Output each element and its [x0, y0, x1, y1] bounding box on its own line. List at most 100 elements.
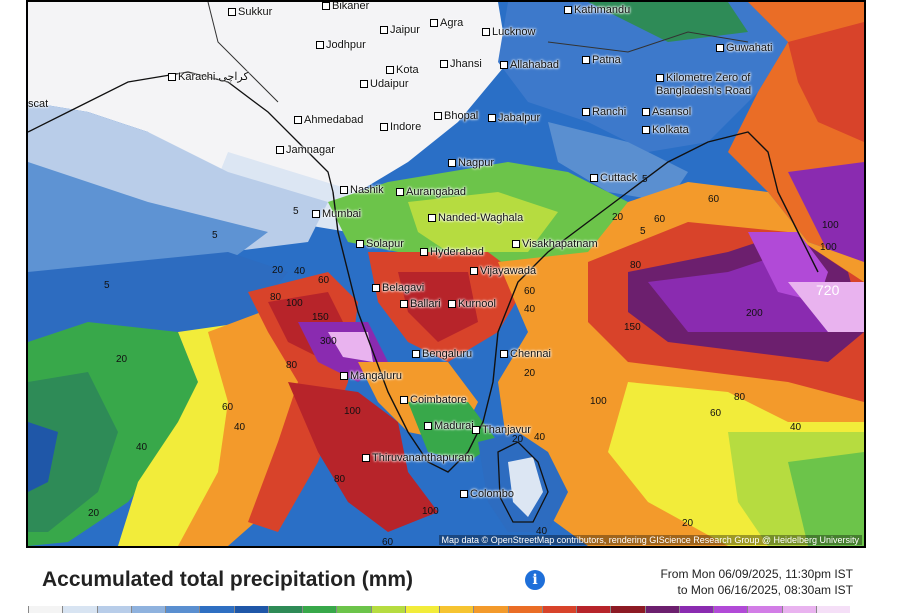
scale-swatch: [439, 606, 474, 613]
city-label: Allahabad: [500, 59, 559, 71]
precipitation-field: [28, 2, 864, 546]
scale-swatch: [404, 606, 439, 613]
scale-swatch: [267, 606, 302, 613]
contour-label: 80: [630, 260, 642, 271]
city-label: Patna: [582, 54, 621, 66]
contour-label: 40: [234, 422, 246, 433]
contour-label: 20: [682, 518, 694, 529]
contour-label: 150: [624, 322, 641, 333]
city-label: scat: [28, 98, 49, 110]
contour-label: 40: [790, 422, 802, 433]
contour-label: 80: [334, 474, 346, 485]
contour-label: 5: [212, 230, 218, 241]
contour-label: 100: [422, 506, 439, 517]
precipitation-map[interactable]: Sukkur Bikaner Kathmandu Agra Jaipur Luc…: [26, 0, 866, 548]
scale-swatch: [473, 606, 508, 613]
contour-label: 80: [286, 360, 298, 371]
city-label: Mumbai: [312, 208, 361, 220]
scale-swatch: [713, 606, 748, 613]
city-label: Coimbatore: [400, 394, 467, 406]
contour-label: 100: [344, 406, 361, 417]
contour-label: 5: [104, 280, 110, 291]
contour-label: 40: [534, 432, 546, 443]
city-label: Vijayawada: [470, 265, 536, 277]
city-label: Colombo: [460, 488, 514, 500]
contour-label: 60: [708, 194, 720, 205]
contour-label: 60: [710, 408, 722, 419]
contour-label: 60: [222, 402, 234, 413]
contour-label: 5: [640, 226, 646, 237]
contour-label: 60: [654, 214, 666, 225]
city-label: Nanded-Waghala: [428, 212, 523, 224]
scale-swatch: [610, 606, 645, 613]
city-label: Bhopal: [434, 110, 478, 122]
contour-label: 20: [272, 265, 284, 276]
contour-label: 80: [270, 292, 282, 303]
city-label: Cuttack: [590, 172, 637, 184]
contour-label: 100: [286, 298, 303, 309]
city-label: Thiruvananthapuram: [362, 452, 474, 464]
scale-swatch: [62, 606, 97, 613]
contour-label: 150: [312, 312, 329, 323]
city-label: Kilometre Zero of Bangladesh's Road: [656, 72, 752, 97]
left-margin: [0, 0, 26, 548]
city-label: Asansol: [642, 106, 691, 118]
date-from: From Mon 06/09/2025, 11:30pm IST: [660, 567, 853, 581]
color-scale: [28, 606, 850, 613]
city-label: Jaipur: [380, 24, 420, 36]
map-attribution: Map data © OpenStreetMap contributors, r…: [438, 535, 862, 545]
city-label: Chennai: [500, 348, 551, 360]
contour-label: 100: [822, 220, 839, 231]
city-label: Sukkur: [228, 6, 272, 18]
date-range: From Mon 06/09/2025, 11:30pm IST to Mon …: [660, 566, 853, 598]
scale-swatch: [781, 606, 816, 613]
city-label: Nashik: [340, 184, 384, 196]
city-label: Thanjavur: [472, 424, 531, 436]
city-label: Kathmandu: [564, 4, 630, 16]
city-label: Kota: [386, 64, 419, 76]
city-label: Solapur: [356, 238, 404, 250]
city-label: Madurai: [424, 420, 474, 432]
scale-swatch: [576, 606, 611, 613]
scale-swatch: [165, 606, 200, 613]
contour-label: 60: [318, 275, 330, 286]
city-label: Jabalpur: [488, 112, 540, 124]
scale-swatch: [199, 606, 234, 613]
contour-label: 20: [524, 368, 536, 379]
contour-label: 300: [320, 336, 337, 347]
city-label: Hyderabad: [420, 246, 484, 258]
contour-label: 80: [734, 392, 746, 403]
city-label: Udaipur: [360, 78, 409, 90]
city-label: Visakhapatnam: [512, 238, 598, 250]
contour-label: 60: [382, 537, 394, 548]
scale-swatch: [541, 606, 576, 613]
city-label: Jodhpur: [316, 39, 366, 51]
city-label: Mangaluru: [340, 370, 402, 382]
scale-swatch: [678, 606, 713, 613]
city-label: Belagavi: [372, 282, 424, 294]
city-label: Guwahati: [716, 42, 772, 54]
contour-label: 720: [816, 282, 840, 298]
date-to: to Mon 06/16/2025, 08:30am IST: [677, 583, 853, 597]
city-label: Aurangabad: [396, 186, 466, 198]
contour-label: 20: [512, 434, 524, 445]
info-icon[interactable]: i: [525, 570, 545, 590]
contour-label: 40: [136, 442, 148, 453]
legend-title: Accumulated total precipitation (mm): [42, 568, 414, 591]
city-label: Kurnool: [448, 298, 496, 310]
contour-label: 20: [88, 508, 100, 519]
contour-label: 5: [642, 174, 648, 185]
scale-swatch: [130, 606, 165, 613]
contour-label: 100: [820, 242, 837, 253]
contour-label: 60: [524, 286, 536, 297]
city-label: Kolkata: [642, 124, 689, 136]
contour-label: 20: [612, 212, 624, 223]
city-label: Ballari: [400, 298, 441, 310]
contour-label: 40: [524, 304, 536, 315]
city-label: Lucknow: [482, 26, 535, 38]
scale-swatch: [233, 606, 268, 613]
scale-swatch: [28, 606, 63, 613]
contour-label: 40: [536, 526, 548, 537]
city-label: Jhansi: [440, 58, 482, 70]
city-label: Ahmedabad: [294, 114, 363, 126]
